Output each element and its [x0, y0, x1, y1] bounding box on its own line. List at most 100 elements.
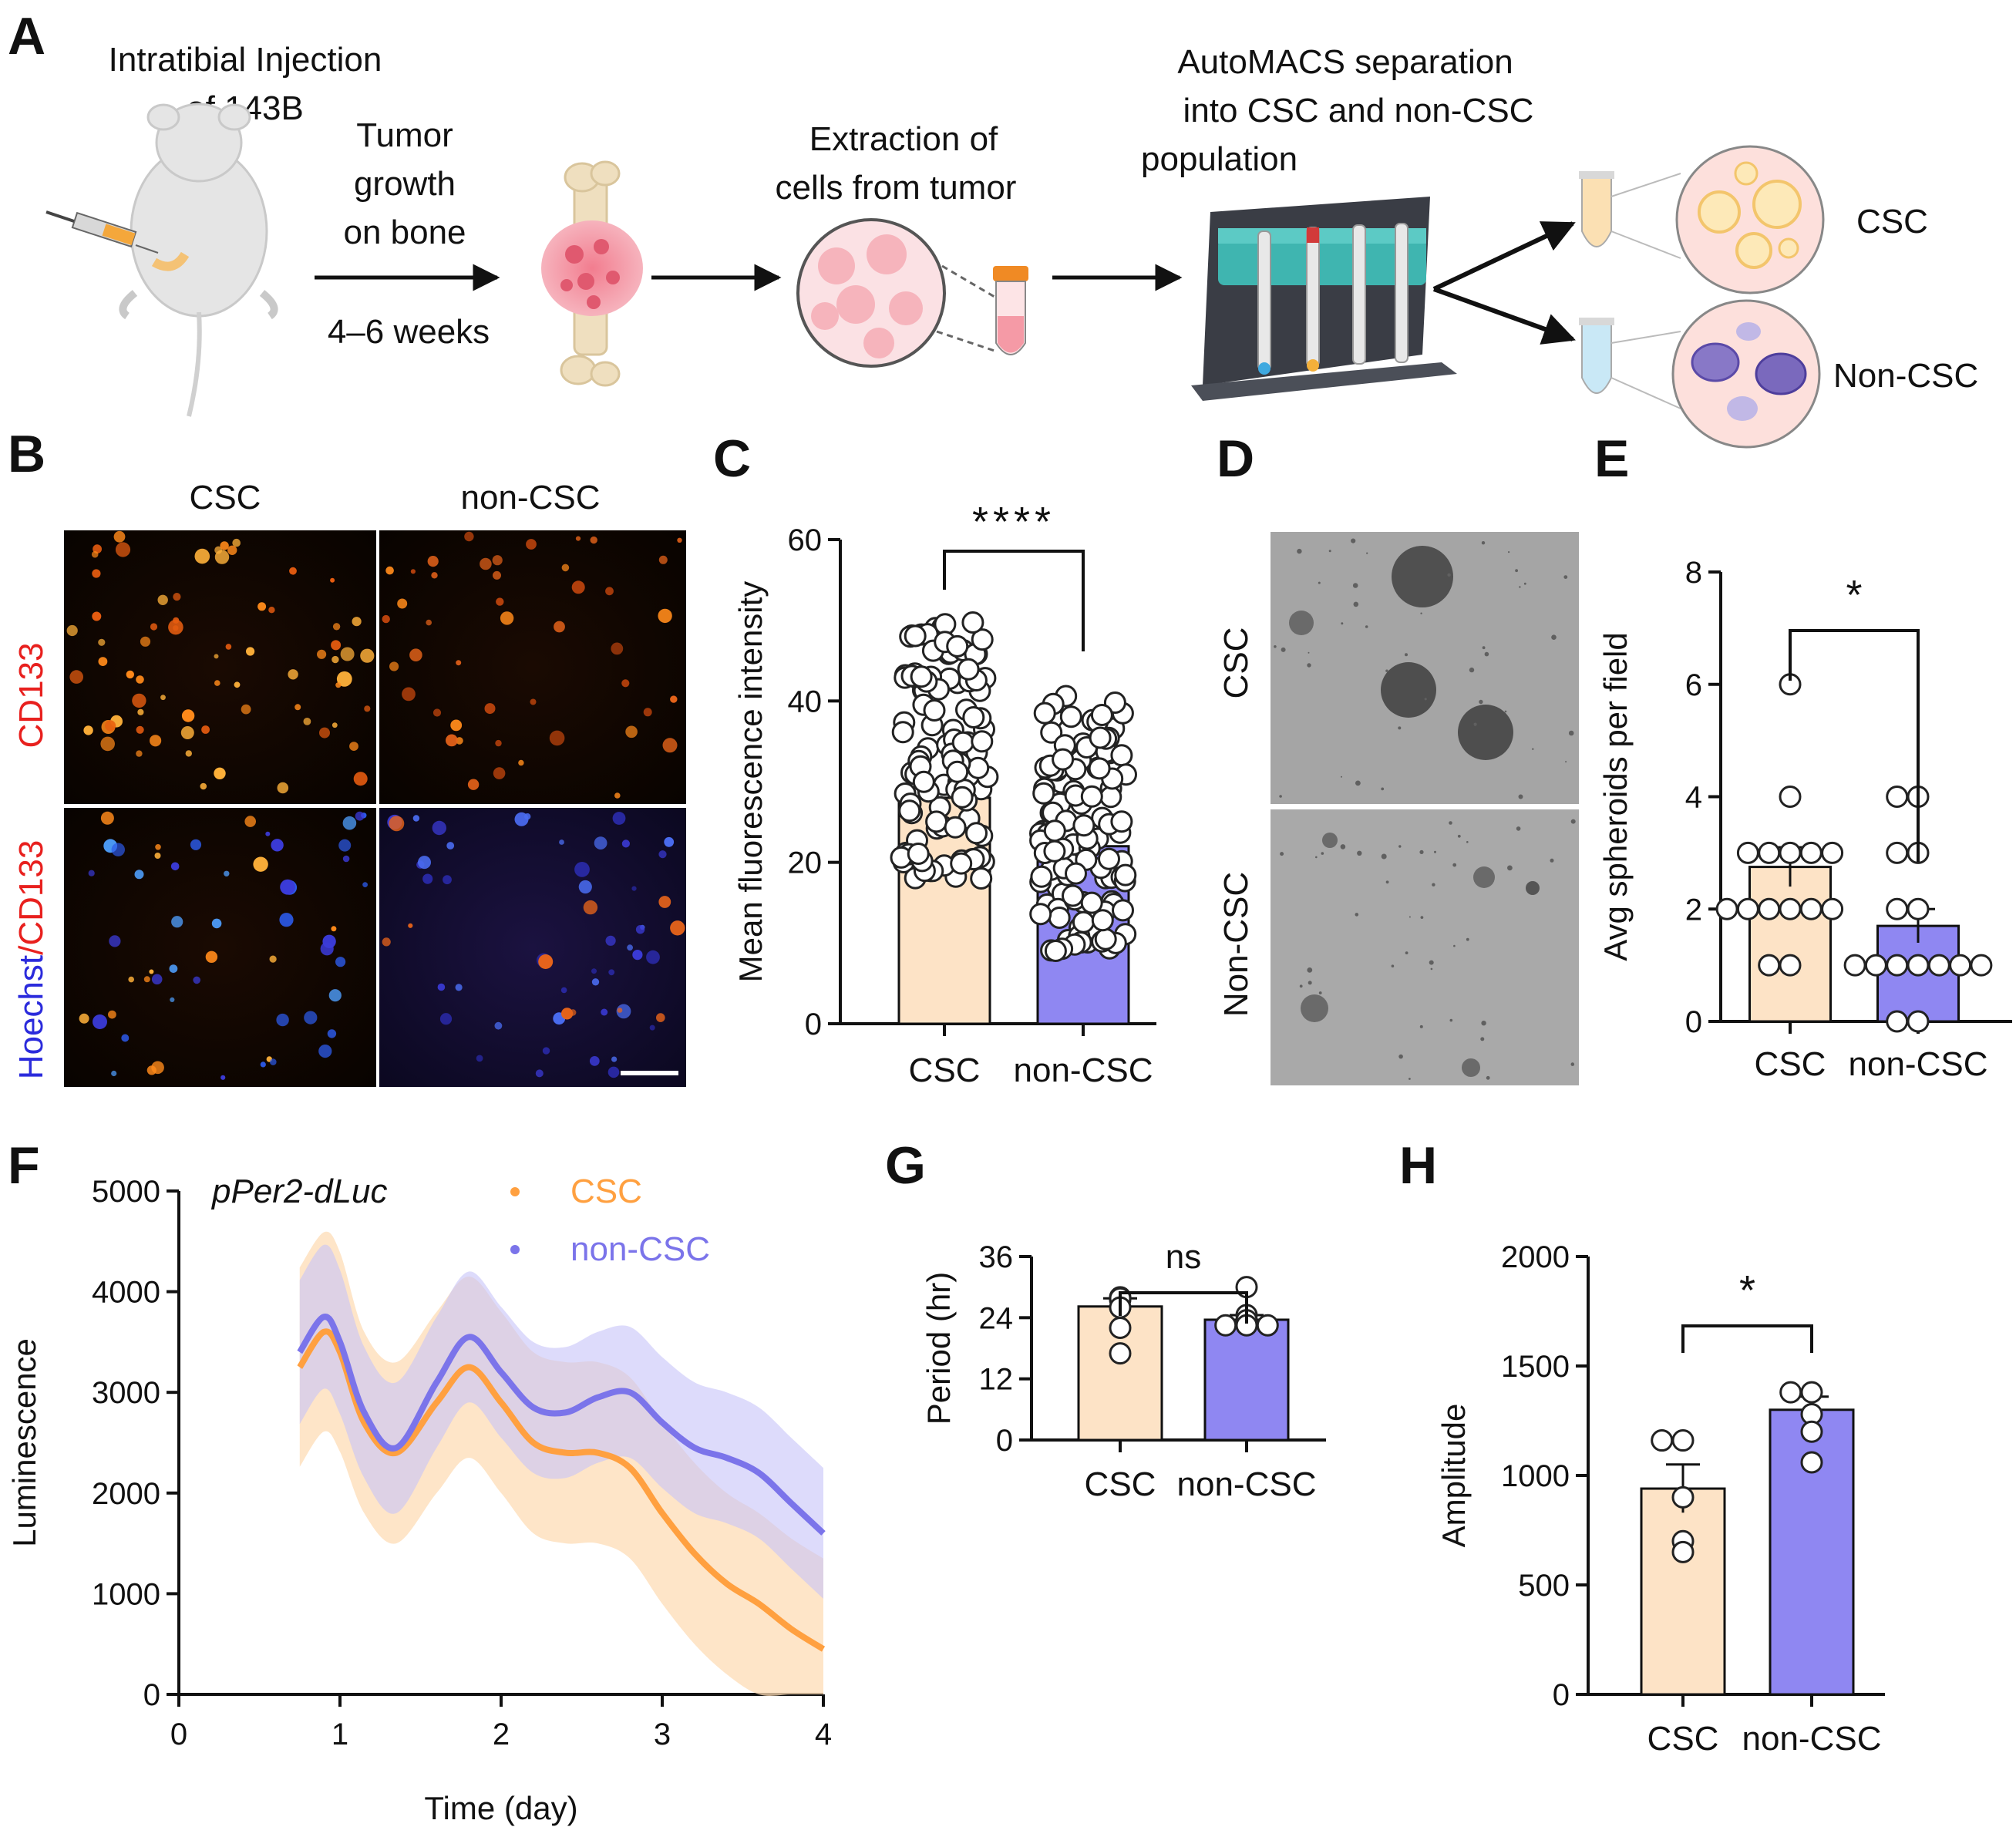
y-tick-label: 2 [1685, 893, 1702, 927]
cell-dot [151, 974, 163, 985]
cell-dot [140, 636, 151, 647]
debris-dot [1351, 538, 1356, 543]
panel-h: H 0 500 1000 1500 2000 Amplitude CSC non-CSC * [1399, 1136, 1885, 1758]
y-tick-label: 0 [1685, 1005, 1702, 1039]
step1-line1: Intratibial Injection [109, 41, 382, 79]
cell-dot [88, 870, 95, 876]
cell-dot [111, 843, 125, 856]
data-point [1109, 1342, 1132, 1365]
step2-line3: on bone [343, 214, 466, 251]
y-tick-label: 12 [979, 1363, 1014, 1397]
cell-dot [385, 566, 394, 575]
cell-dot [160, 695, 166, 701]
cell-dot [111, 1070, 117, 1077]
x-tick-label: 0 [170, 1718, 187, 1751]
data-point [962, 706, 985, 728]
data-point [951, 786, 974, 809]
cell-dot [625, 725, 638, 739]
cell-dot [422, 873, 433, 884]
cell-dot [412, 815, 420, 822]
debris-dot [1398, 845, 1402, 848]
y-axis-label: Period (hr) [920, 1272, 957, 1425]
debris-dot [1565, 761, 1567, 763]
panel-label-c: C [713, 429, 751, 488]
x-tick-label: non-CSC [1849, 1045, 1988, 1083]
y-tick-label: 8 [1685, 556, 1702, 590]
panel-d: D CSC Non-CSC [1217, 429, 1579, 1085]
data-point [946, 634, 969, 658]
debris-dot [1385, 880, 1389, 884]
cell-dot [214, 654, 219, 659]
cell-dot [126, 670, 134, 679]
debris-dot [1391, 964, 1395, 967]
cell-dot [121, 1034, 130, 1042]
y-tick-label: 24 [979, 1301, 1014, 1335]
debris-dot [1328, 550, 1331, 553]
arrow-noncsc [1432, 287, 1576, 345]
cell-dot [649, 1024, 655, 1031]
cell-dot [137, 708, 144, 715]
debris-dot [1355, 780, 1361, 786]
cell-dot [611, 642, 624, 655]
data-point [970, 867, 993, 890]
cell-dot [180, 726, 194, 739]
cell-dot [211, 918, 222, 929]
data-point [1099, 786, 1122, 809]
cell-dot [340, 647, 355, 661]
cell-dot [353, 772, 368, 786]
cell-dot [132, 693, 146, 708]
debris-dot [1318, 581, 1321, 584]
cell-dot [559, 839, 564, 845]
data-point [1779, 1381, 1802, 1404]
data-point [1214, 1314, 1237, 1337]
data-point [1799, 841, 1822, 864]
data-point [1821, 897, 1844, 920]
cell-dot [617, 1008, 623, 1013]
cell-dot [181, 709, 195, 722]
debris-dot [1469, 667, 1475, 673]
y-tick-label: 1500 [1501, 1350, 1570, 1384]
significance-label: ns [1166, 1238, 1201, 1276]
step4-line3: population [1141, 140, 1297, 178]
significance-bracket [943, 550, 1085, 651]
data-point [1080, 785, 1103, 808]
cell-dot [352, 617, 362, 627]
data-point [1758, 954, 1781, 977]
cell-dot [664, 836, 675, 847]
legend-marker [510, 1187, 520, 1196]
data-point [1110, 810, 1133, 833]
cell-dot [194, 548, 210, 564]
data-point [1072, 910, 1095, 934]
bar-noncsc [1203, 1318, 1290, 1442]
cell-dot [364, 705, 371, 712]
debris-dot [1481, 1021, 1486, 1026]
cell-dot [134, 870, 144, 880]
cell-dot [574, 862, 590, 877]
cell-dot [205, 950, 218, 964]
cell-dot [656, 1013, 665, 1022]
cell-dot [646, 950, 660, 964]
cell-dot [128, 976, 134, 983]
series-line-noncsc [297, 1314, 826, 1536]
cell-dot [535, 1069, 544, 1078]
step4-line2: into CSC and non-CSC [1183, 92, 1534, 130]
step3-line1: Extraction of [809, 120, 998, 158]
cell-dot [170, 997, 175, 1002]
debris-dot [1429, 960, 1434, 965]
cell-dot [220, 1075, 226, 1080]
debris-dot [1398, 726, 1402, 730]
significance-label: * [1739, 1267, 1755, 1314]
cell-dot [432, 708, 442, 717]
annotation-label: pPer2-dLuc [210, 1173, 387, 1210]
step3-line2: cells from tumor [776, 169, 1017, 207]
cell-dot [79, 1013, 89, 1024]
cell-dot [280, 879, 295, 895]
y-tick-label: 4000 [92, 1276, 160, 1310]
cell-dot [382, 614, 390, 624]
cell-dot [66, 624, 78, 637]
cell-dot [169, 964, 178, 973]
output-noncsc-label: Non-CSC [1833, 357, 1978, 395]
panel-b: B CSC non-CSC CD133 Hoechst/CD133 [8, 425, 686, 1087]
debris-dot [1466, 937, 1469, 941]
cell-dot [397, 598, 408, 609]
